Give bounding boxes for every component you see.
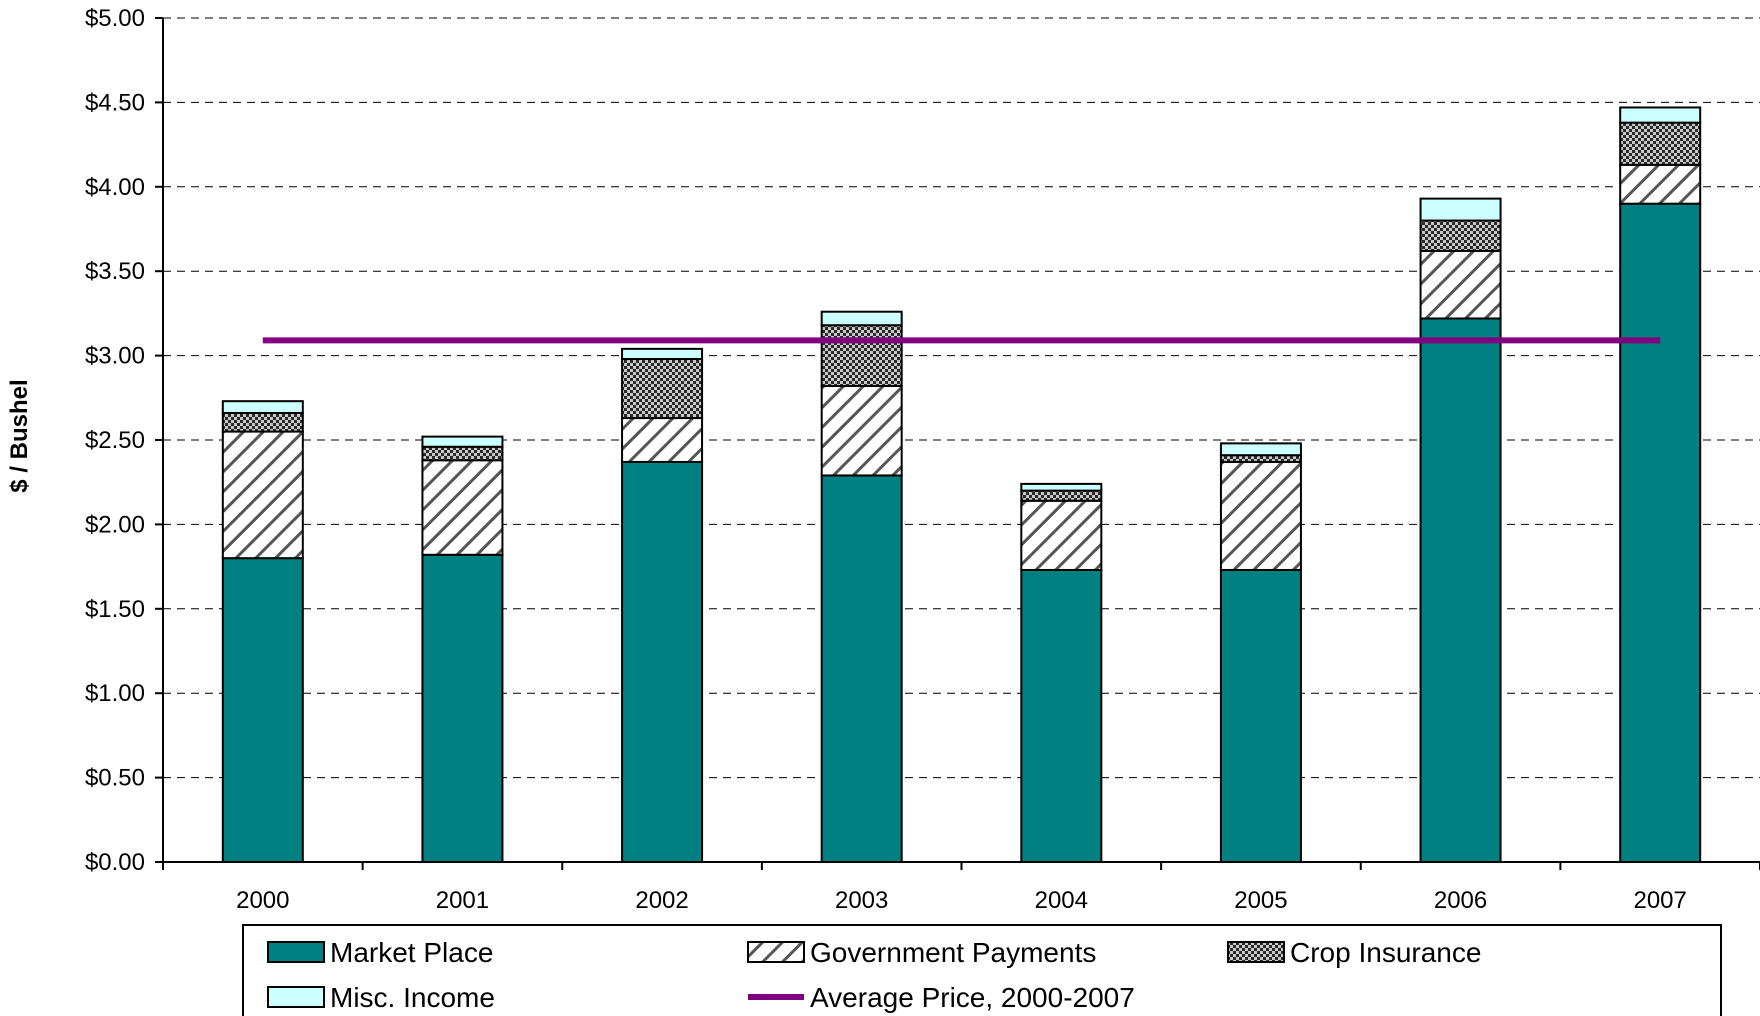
x-tick-label: 2007 — [1633, 887, 1686, 914]
bar-segment-market-place-2000 — [221, 557, 304, 863]
legend-swatch — [267, 941, 325, 963]
y-tick-label: $4.50 — [85, 89, 145, 116]
x-tick-label: 2006 — [1434, 887, 1487, 914]
legend-swatch — [1227, 941, 1285, 963]
x-tick-labels: 2000 2001 2002 2003 2004 2005 2006 2007 — [236, 887, 1687, 914]
bars — [221, 106, 1702, 863]
bar-segment-market-place-2006 — [1419, 317, 1502, 863]
bar-segment-market-place-2007 — [1619, 202, 1702, 863]
y-tick-label: $1.00 — [85, 680, 145, 707]
y-tick-label: $5.00 — [85, 5, 145, 32]
bar-segment-market-place-2005 — [1219, 568, 1302, 863]
y-tick-label: $0.50 — [85, 765, 145, 792]
y-tick-label: $3.50 — [85, 258, 145, 285]
bar-segment-government-payments-2005 — [1219, 460, 1302, 571]
bar-segment-crop-insurance-2003 — [820, 324, 903, 387]
gridlines — [163, 17, 1760, 779]
y-axis-title: $ / Bushel — [6, 379, 33, 492]
y-tick-label: $1.50 — [85, 596, 145, 623]
bar-segment-crop-insurance-2007 — [1619, 121, 1702, 166]
y-tick-labels: $0.00 $0.50 $1.00 $1.50 $2.00 $2.50 $3.00 $3.50… — [85, 5, 145, 876]
bar-segment-misc-income-2006 — [1419, 197, 1502, 222]
bar-segment-government-payments-2001 — [421, 459, 504, 556]
bar-segment-crop-insurance-2006 — [1419, 219, 1502, 252]
bar-segment-misc-income-2007 — [1619, 106, 1702, 124]
legend-label: Misc. Income — [330, 982, 495, 1013]
bar-segment-misc-income-2003 — [820, 310, 903, 327]
bar-segment-market-place-2002 — [621, 460, 704, 863]
bar-segment-government-payments-2000 — [221, 430, 304, 560]
y-tick-label: $3.00 — [85, 343, 145, 370]
legend-swatch — [747, 941, 805, 963]
bar-segment-crop-insurance-2002 — [621, 357, 704, 420]
bar-segment-government-payments-2003 — [820, 384, 903, 477]
bar-segment-misc-income-2001 — [421, 435, 504, 448]
x-tick-label: 2001 — [436, 887, 489, 914]
bar-segment-crop-insurance-2005 — [1219, 454, 1302, 463]
bar-segment-misc-income-2002 — [621, 347, 704, 360]
bar-segment-misc-income-2005 — [1219, 442, 1302, 457]
legend-swatch — [267, 986, 325, 1008]
bar-segment-market-place-2004 — [1020, 568, 1103, 863]
legend-label: Crop Insurance — [1290, 937, 1481, 968]
axes — [155, 17, 1760, 870]
legend-box — [242, 924, 1722, 1016]
bar-segment-government-payments-2006 — [1419, 249, 1502, 320]
y-tick-label: $2.00 — [85, 511, 145, 538]
bar-segment-government-payments-2007 — [1619, 163, 1702, 205]
bar-segment-market-place-2001 — [421, 553, 504, 863]
bar-segment-market-place-2003 — [820, 474, 903, 863]
y-tick-label: $4.00 — [85, 174, 145, 201]
x-tick-label: 2003 — [835, 887, 888, 914]
bar-segment-crop-insurance-2004 — [1020, 489, 1103, 502]
x-tick-label: 2002 — [635, 887, 688, 914]
bar-segment-misc-income-2004 — [1020, 482, 1103, 492]
y-tick-label: $2.50 — [85, 427, 145, 454]
bar-segment-government-payments-2002 — [621, 417, 704, 463]
legend-label: Market Place — [330, 937, 493, 968]
bar-segment-government-payments-2004 — [1020, 499, 1103, 571]
x-tick-label: 2005 — [1234, 887, 1287, 914]
legend-label: Average Price, 2000-2007 — [810, 982, 1135, 1013]
legend-label: Government Payments — [810, 937, 1096, 968]
x-tick-label: 2000 — [236, 887, 289, 914]
bar-segment-misc-income-2000 — [221, 400, 304, 414]
legend: Market Place Government Payments Crop Insu… — [242, 924, 1722, 1016]
x-tick-label: 2004 — [1035, 887, 1088, 914]
y-tick-label: $0.00 — [85, 849, 145, 876]
bar-segment-crop-insurance-2001 — [421, 445, 504, 462]
bar-segment-crop-insurance-2000 — [221, 411, 304, 433]
